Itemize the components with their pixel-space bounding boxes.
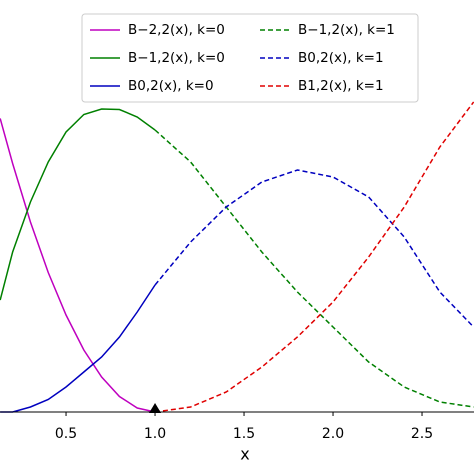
legend: B−2,2(x), k=0 B−1,2(x), k=0 B0,2(x), k=0 B−… — [81, 13, 419, 103]
legend-frame — [81, 13, 419, 103]
series-line — [154, 129, 474, 408]
x-tick-label: 1.0 — [144, 426, 166, 442]
legend-label: B−1,2(x), k=0 — [128, 50, 225, 66]
legend-label: B0,2(x), k=1 — [298, 50, 384, 66]
legend-label: B1,2(x), k=1 — [298, 78, 384, 94]
x-tick-label: 0.5 — [55, 426, 77, 442]
series-line — [154, 169, 474, 328]
x-tick-label: 2.5 — [411, 426, 433, 442]
x-tick-label: 1.5 — [233, 426, 255, 442]
series-line — [0, 108, 156, 301]
x-tick-label: 2.0 — [322, 426, 344, 442]
legend-label: B−2,2(x), k=0 — [128, 22, 225, 38]
series-line — [0, 284, 156, 413]
legend-label: B−1,2(x), k=1 — [298, 22, 395, 38]
marker — [149, 403, 162, 413]
series-line — [0, 118, 156, 413]
x-axis-label: x — [240, 445, 249, 464]
legend-label: B0,2(x), k=0 — [128, 78, 214, 94]
series-line — [154, 101, 474, 413]
